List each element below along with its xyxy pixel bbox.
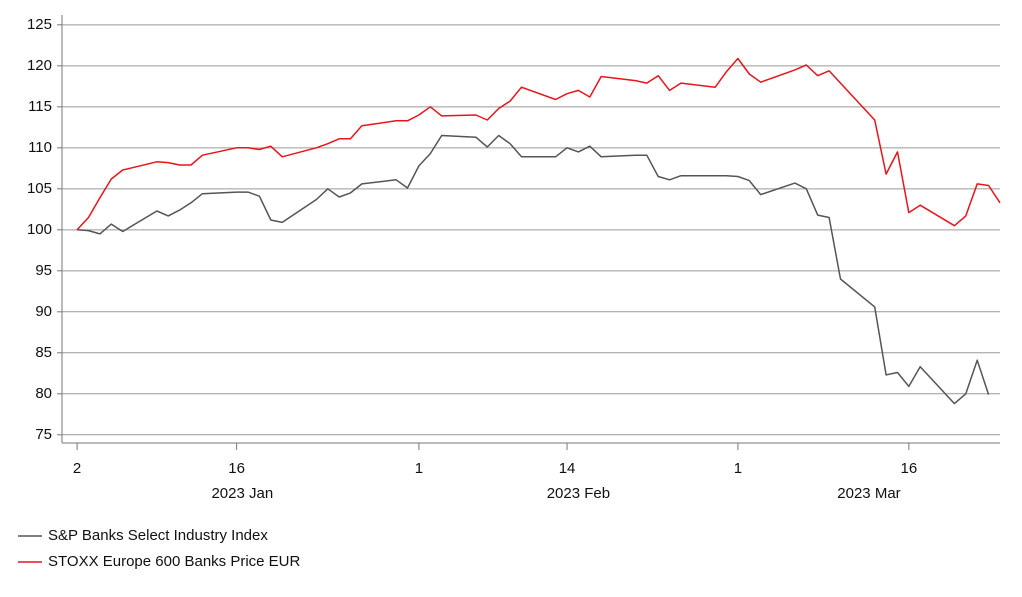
y-tick-label: 105 [27,180,52,197]
y-tick-label: 90 [35,303,52,320]
x-tick-label: 2 [73,460,81,477]
x-tick-label: 14 [559,460,576,477]
x-tick-label: 16 [228,460,245,477]
y-tick-label: 75 [35,426,52,443]
legend-label: STOXX Europe 600 Banks Price EUR [48,553,301,570]
x-group-label: 2023 Feb [547,485,610,502]
y-tick-label: 120 [27,57,52,74]
series-line [77,134,990,405]
y-tick-label: 80 [35,385,52,402]
x-tick-label: 16 [901,460,918,477]
y-tick-label: 95 [35,262,52,279]
x-group-label: 2023 Jan [211,485,273,502]
x-group-label: 2023 Mar [837,485,900,502]
y-tick-label: 115 [28,98,52,115]
series-line [76,57,1001,231]
x-tick-label: 1 [734,460,742,477]
legend-label: S&P Banks Select Industry Index [48,527,268,544]
x-tick-label: 1 [415,460,423,477]
y-tick-label: 110 [28,139,52,156]
y-tick-label: 100 [27,221,52,238]
y-tick-label: 85 [35,344,52,361]
y-tick-label: 125 [27,16,52,33]
